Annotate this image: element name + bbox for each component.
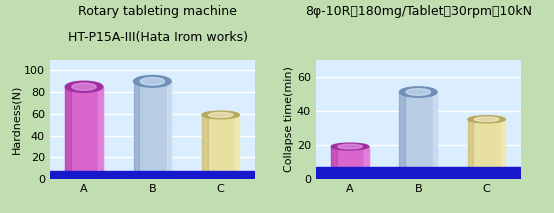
Ellipse shape: [140, 78, 165, 85]
Text: HT-P15A-III(Hata Irom works): HT-P15A-III(Hata Irom works): [68, 31, 248, 44]
Bar: [331, 147, 369, 179]
Bar: [50, 171, 255, 179]
Bar: [202, 115, 208, 179]
Ellipse shape: [208, 112, 233, 117]
Bar: [235, 115, 239, 179]
Bar: [399, 92, 405, 179]
Text: Rotary tableting machine: Rotary tableting machine: [79, 5, 237, 18]
Ellipse shape: [468, 175, 505, 183]
Ellipse shape: [202, 111, 239, 119]
Bar: [468, 119, 474, 179]
Bar: [433, 92, 437, 179]
Ellipse shape: [331, 143, 369, 150]
Ellipse shape: [134, 75, 171, 87]
Bar: [134, 81, 139, 179]
Ellipse shape: [202, 175, 239, 183]
Y-axis label: Collapse time(min): Collapse time(min): [284, 66, 294, 172]
Ellipse shape: [338, 144, 362, 149]
Bar: [65, 87, 103, 179]
Bar: [501, 119, 505, 179]
Bar: [65, 87, 71, 179]
Y-axis label: Hardness(N): Hardness(N): [11, 85, 21, 154]
Ellipse shape: [399, 174, 437, 184]
Ellipse shape: [65, 81, 103, 92]
Ellipse shape: [134, 173, 171, 185]
Bar: [468, 119, 505, 179]
Bar: [364, 147, 369, 179]
Ellipse shape: [474, 117, 499, 122]
Bar: [202, 115, 239, 179]
Ellipse shape: [399, 87, 437, 97]
Bar: [399, 92, 437, 179]
Bar: [98, 87, 103, 179]
Bar: [316, 167, 521, 179]
Bar: [167, 81, 171, 179]
Ellipse shape: [468, 116, 505, 123]
Bar: [134, 81, 171, 179]
Text: 8φ-10R、180mg/Tablet、30rpm、10kN: 8φ-10R、180mg/Tablet、30rpm、10kN: [305, 5, 532, 18]
Bar: [331, 147, 337, 179]
Ellipse shape: [331, 176, 369, 182]
Ellipse shape: [406, 89, 430, 95]
Ellipse shape: [65, 173, 103, 184]
Ellipse shape: [72, 83, 96, 90]
